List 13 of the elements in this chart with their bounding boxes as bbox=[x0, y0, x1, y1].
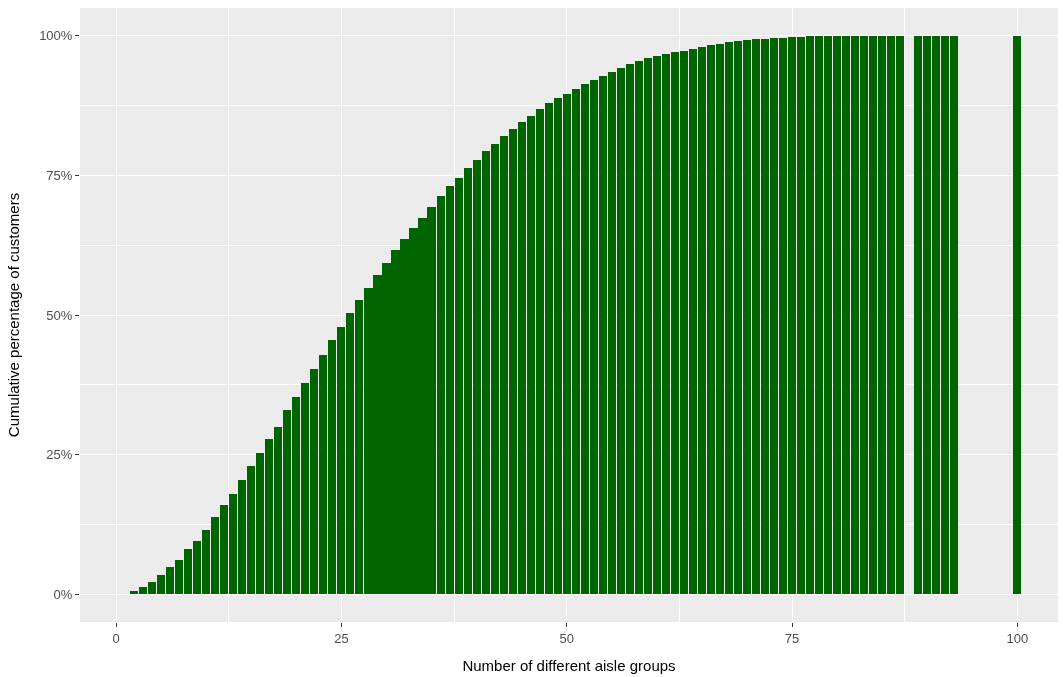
x-tick-label: 0 bbox=[112, 630, 120, 646]
y-tick-label: 25% bbox=[46, 447, 73, 463]
y-axis-title: Cumulative percentage of customers bbox=[5, 192, 23, 438]
x-tick-label: 25 bbox=[334, 630, 349, 646]
y-tick-label: 50% bbox=[46, 307, 73, 323]
x-tick-label: 100 bbox=[1006, 630, 1029, 646]
x-tick-label: 75 bbox=[784, 630, 800, 646]
bar bbox=[1013, 36, 1021, 594]
x-axis-title: Number of different aisle groups bbox=[462, 656, 676, 674]
y-tick-label: 0% bbox=[53, 586, 73, 602]
y-tick-label: 75% bbox=[46, 168, 73, 183]
y-tick-label: 100% bbox=[39, 28, 73, 44]
x-tick-label: 50 bbox=[559, 630, 574, 646]
